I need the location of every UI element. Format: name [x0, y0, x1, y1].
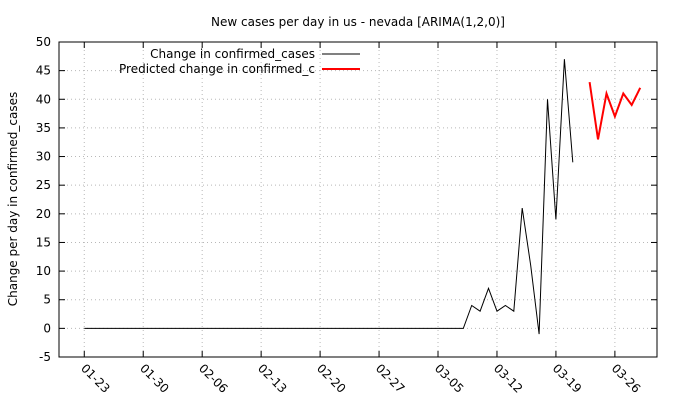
x-tick-label: 02-06 — [196, 361, 231, 396]
y-axis-title: Change per day in confirmed_cases — [6, 92, 20, 307]
y-tick-label: 35 — [36, 121, 51, 135]
y-tick-label: 45 — [36, 64, 51, 78]
y-tick-label: 5 — [43, 293, 51, 307]
y-tick-label: 10 — [36, 264, 51, 278]
x-tick-label: 03-05 — [432, 361, 467, 396]
x-tick-label: 03-26 — [609, 361, 644, 396]
y-tick-label: 30 — [36, 150, 51, 164]
y-tick-label: 50 — [36, 35, 51, 49]
x-tick-label: 02-20 — [314, 361, 349, 396]
x-axis: 01-23 01-30 02-06 02-13 02-20 02-27 03-05 03-12… — [78, 42, 643, 396]
y-axis: -5 0 5 10 15 20 25 30 35 40 45 50 — [36, 35, 657, 364]
y-tick-label: 25 — [36, 178, 51, 192]
legend: Change in confirmed_cases Predicted chan… — [119, 47, 360, 76]
y-tick-label: 15 — [36, 235, 51, 249]
legend-label-predicted: Predicted change in confirmed_c — [119, 62, 315, 76]
series-group — [84, 59, 642, 335]
x-tick-label: 02-27 — [373, 361, 408, 396]
grid — [59, 41, 657, 358]
y-tick-label: 20 — [36, 207, 51, 221]
x-tick-label: 03-19 — [550, 361, 585, 396]
series-line-predicted — [588, 81, 642, 140]
y-tick-label: 40 — [36, 92, 51, 106]
y-tick-label: 0 — [43, 321, 51, 335]
legend-label-actual: Change in confirmed_cases — [150, 47, 315, 61]
x-tick-label: 01-23 — [78, 361, 113, 396]
y-tick-label: -5 — [39, 350, 51, 364]
x-tick-label: 02-13 — [255, 361, 290, 396]
x-tick-label: 03-12 — [491, 361, 526, 396]
chart-title: New cases per day in us - nevada [ARIMA(… — [211, 15, 505, 29]
plot-frame — [58, 41, 658, 358]
x-tick-label: 01-30 — [137, 361, 172, 396]
series-line-actual — [84, 59, 574, 335]
